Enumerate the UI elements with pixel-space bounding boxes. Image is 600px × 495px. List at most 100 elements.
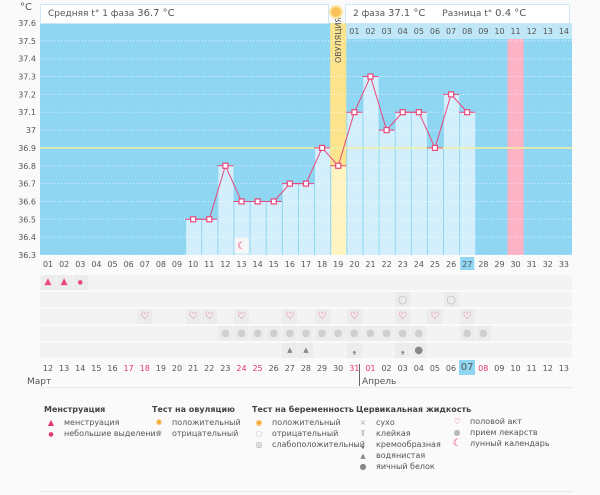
calendar-date[interactable]: 09 bbox=[494, 364, 505, 373]
menstruation-icon[interactable]: ▲ bbox=[40, 275, 56, 290]
calendar-date[interactable]: 01 bbox=[365, 364, 376, 373]
y-tick-label: 36.7 bbox=[18, 180, 36, 189]
pill-icon[interactable]: ● bbox=[346, 326, 362, 341]
menstruation-icon[interactable]: ▲ bbox=[56, 275, 72, 290]
temperature-line bbox=[193, 75, 468, 220]
calendar-date[interactable]: 02 bbox=[381, 364, 392, 373]
x-tick-label: 29 bbox=[494, 260, 504, 269]
calendar-date[interactable]: 16 bbox=[107, 364, 118, 373]
calendar-date[interactable]: 04 bbox=[413, 364, 424, 373]
y-tick-label: 37.3 bbox=[18, 73, 36, 82]
calendar-date[interactable]: 17 bbox=[123, 364, 134, 373]
calendar-date[interactable]: 27 bbox=[284, 364, 295, 373]
heart-icon[interactable]: ♡ bbox=[282, 309, 298, 324]
pill-icon[interactable]: ● bbox=[217, 326, 233, 341]
pill-icon[interactable]: ● bbox=[282, 326, 298, 341]
heart-icon[interactable]: ♡ bbox=[201, 309, 217, 324]
watery-icon[interactable]: ▲ bbox=[298, 343, 314, 358]
pill-icon[interactable]: ● bbox=[233, 326, 249, 341]
pregnancy-negative-icon[interactable]: ○ bbox=[395, 292, 411, 307]
heart-icon[interactable]: ♡ bbox=[314, 309, 330, 324]
heart-icon[interactable]: ♡ bbox=[427, 309, 443, 324]
heart-icon[interactable]: ♡ bbox=[137, 309, 153, 324]
calendar-date[interactable]: 12 bbox=[542, 364, 553, 373]
calendar-date[interactable]: 26 bbox=[268, 364, 279, 373]
pill-icon[interactable]: ● bbox=[411, 326, 427, 341]
phase2-summary: 2 фаза 37.1 °C Разница t° 0.4 °C bbox=[345, 4, 570, 24]
heart-icon[interactable]: ♡ bbox=[233, 309, 249, 324]
heart-icon[interactable]: ♡ bbox=[185, 309, 201, 324]
legend-title: Цервикальная жидкость bbox=[356, 405, 472, 414]
heart-icon[interactable]: ♡ bbox=[459, 309, 475, 324]
pill-icon[interactable]: ● bbox=[475, 326, 491, 341]
calendar-date[interactable]: 05 bbox=[429, 364, 440, 373]
pill-icon[interactable]: ● bbox=[250, 326, 266, 341]
heart-icon[interactable]: ♡ bbox=[395, 309, 411, 324]
calendar-date[interactable]: 11 bbox=[526, 364, 537, 373]
luteal-day-label: 08 bbox=[462, 27, 472, 36]
calendar-row bbox=[40, 292, 572, 307]
calendar-date[interactable]: 31 bbox=[349, 364, 360, 373]
temperature-point bbox=[302, 180, 310, 187]
y-unit-label: °C bbox=[20, 2, 32, 13]
calendar-date[interactable]: 14 bbox=[75, 364, 86, 373]
pill-icon[interactable]: ● bbox=[314, 326, 330, 341]
calendar-date[interactable]: 12 bbox=[42, 364, 54, 373]
legend-other: ♡ половой акт ● прием лекарств ☾ лунный кал… bbox=[450, 416, 550, 449]
temperature-point bbox=[286, 180, 293, 187]
calendar-date[interactable]: 15 bbox=[91, 364, 102, 373]
phase1-value: 36.7 °C bbox=[137, 8, 175, 19]
pill-icon[interactable]: ● bbox=[362, 326, 378, 341]
calendar-date[interactable]: 18 bbox=[139, 364, 150, 373]
temperature-point bbox=[447, 91, 455, 98]
x-tick-label: 18 bbox=[317, 260, 327, 269]
calendar-date[interactable]: 20 bbox=[171, 364, 183, 373]
heart-icon[interactable]: ♡ bbox=[346, 309, 362, 324]
calendar-row bbox=[40, 309, 572, 324]
calendar-date[interactable]: 13 bbox=[558, 364, 569, 373]
calendar-date[interactable]: 19 bbox=[155, 364, 166, 373]
calendar-date[interactable]: 07 bbox=[459, 360, 476, 375]
pill-icon[interactable]: ● bbox=[330, 326, 346, 341]
luteal-day-label: 03 bbox=[382, 27, 392, 36]
calendar-date[interactable]: 29 bbox=[316, 364, 328, 373]
calendar-date[interactable]: 22 bbox=[204, 364, 215, 373]
calendar-row bbox=[40, 275, 572, 290]
egg-white-icon: ● bbox=[359, 462, 367, 471]
pill-icon[interactable]: ● bbox=[266, 326, 282, 341]
calendar-date[interactable]: 28 bbox=[300, 364, 312, 373]
calendar-date[interactable]: 10 bbox=[510, 364, 521, 373]
calendar-date[interactable]: 03 bbox=[397, 364, 408, 373]
x-tick-label: 26 bbox=[446, 260, 456, 269]
calendar-date[interactable]: 30 bbox=[333, 364, 344, 373]
calendar-date[interactable]: 21 bbox=[187, 364, 199, 373]
phase2-label: 2 фаза bbox=[353, 9, 386, 19]
spotting-icon: ● bbox=[48, 431, 54, 438]
calendar-date[interactable]: 25 bbox=[252, 364, 263, 373]
month-label-march: Март bbox=[27, 377, 52, 387]
phase2-value: 37.1 °C bbox=[387, 8, 426, 19]
watery-icon[interactable]: ▲ bbox=[282, 343, 298, 358]
temperature-point bbox=[415, 109, 422, 116]
pill-icon[interactable]: ● bbox=[395, 326, 411, 341]
calendar-date[interactable]: 08 bbox=[478, 364, 489, 373]
temperature-point bbox=[190, 216, 197, 223]
x-tick-label: 13 bbox=[236, 260, 246, 269]
luteal-day-label: 10 bbox=[494, 27, 504, 36]
x-tick-label: 33 bbox=[559, 260, 569, 269]
egg-white-icon[interactable]: ● bbox=[411, 343, 427, 358]
calendar-date[interactable]: 13 bbox=[59, 364, 70, 373]
calendar-date[interactable]: 06 bbox=[445, 364, 457, 373]
pill-icon[interactable]: ● bbox=[459, 326, 475, 341]
spotting-icon[interactable]: ● bbox=[72, 275, 88, 290]
creamy-icon[interactable]: ❟ bbox=[346, 343, 362, 358]
y-tick-label: 36.4 bbox=[18, 233, 36, 242]
pregnancy-negative-icon[interactable]: ○ bbox=[443, 292, 459, 307]
calendar-date[interactable]: 24 bbox=[236, 364, 247, 373]
calendar-date[interactable]: 23 bbox=[220, 364, 231, 373]
y-tick-label: 37.4 bbox=[18, 55, 36, 64]
pill-icon[interactable]: ● bbox=[298, 326, 314, 341]
pill-icon[interactable]: ● bbox=[379, 326, 395, 341]
creamy-icon[interactable]: ❟ bbox=[395, 343, 411, 358]
luteal-day-label: 04 bbox=[398, 27, 408, 36]
